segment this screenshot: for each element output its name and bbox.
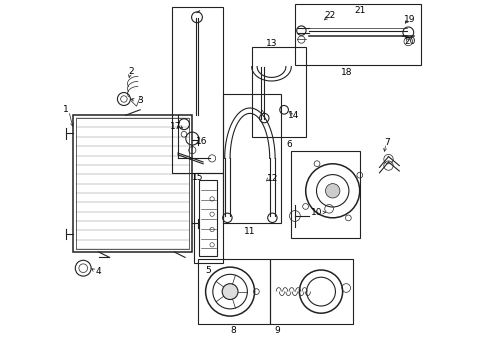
Text: 20: 20 — [404, 37, 415, 46]
Bar — [194, 173, 223, 263]
Bar — [197, 259, 269, 324]
Text: 7: 7 — [384, 138, 389, 147]
Text: 15: 15 — [192, 173, 203, 181]
Text: 18: 18 — [341, 68, 352, 77]
Text: 21: 21 — [354, 5, 366, 14]
Text: 12: 12 — [266, 174, 278, 183]
Text: 10: 10 — [310, 208, 322, 217]
Text: 14: 14 — [287, 111, 299, 120]
Circle shape — [325, 184, 339, 198]
Text: 4: 4 — [96, 267, 102, 276]
Bar — [291, 151, 359, 238]
Bar — [269, 259, 352, 324]
Text: 6: 6 — [286, 140, 292, 149]
Bar — [73, 115, 192, 252]
Text: 13: 13 — [265, 40, 277, 49]
Text: 11: 11 — [244, 227, 255, 236]
Text: 1: 1 — [63, 105, 69, 114]
Text: 19: 19 — [404, 15, 415, 24]
Text: 17: 17 — [169, 122, 181, 131]
Text: 16: 16 — [196, 137, 207, 146]
Circle shape — [222, 284, 238, 300]
Bar — [199, 180, 217, 256]
Bar — [76, 118, 189, 249]
Bar — [172, 7, 223, 173]
Text: 22: 22 — [324, 10, 335, 19]
Text: 8: 8 — [230, 326, 236, 335]
Text: 9: 9 — [274, 326, 280, 335]
Bar — [251, 47, 305, 137]
Text: 3: 3 — [137, 95, 142, 104]
Bar — [223, 94, 280, 223]
Bar — [294, 4, 420, 65]
Text: 2: 2 — [128, 68, 134, 77]
Text: 5: 5 — [205, 266, 211, 275]
